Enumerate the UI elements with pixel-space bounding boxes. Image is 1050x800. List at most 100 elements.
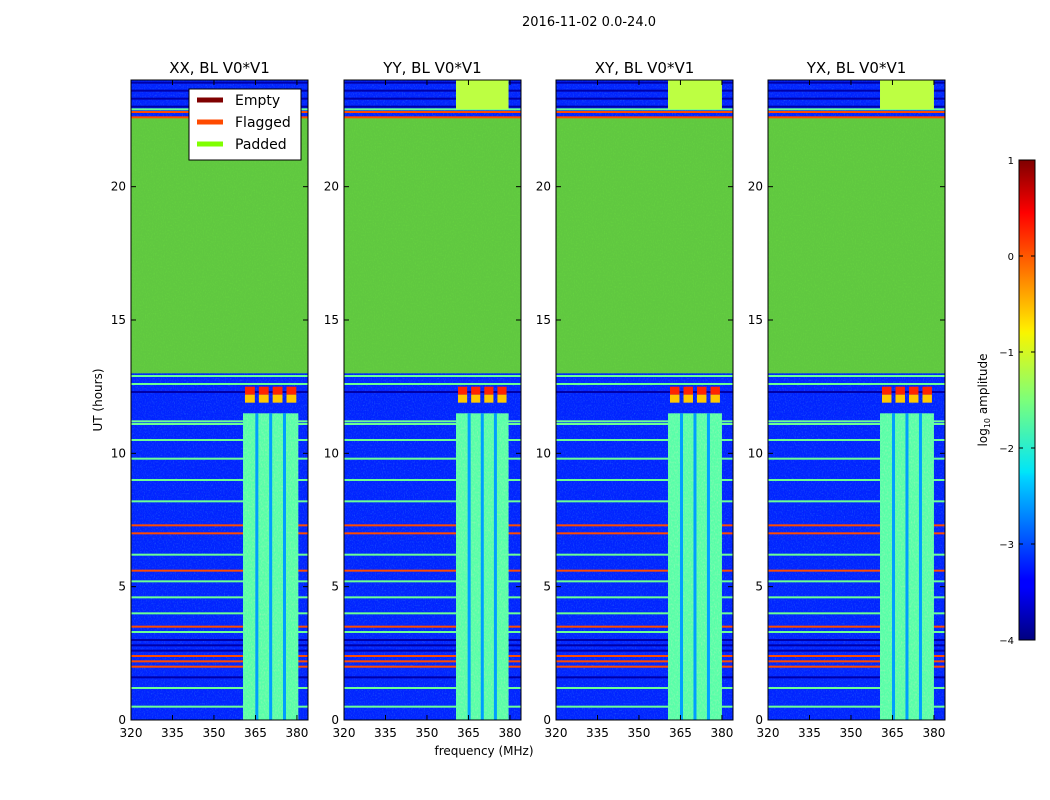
flagged-line bbox=[344, 665, 521, 668]
band-gap bbox=[255, 413, 259, 720]
y-tick-label: 15 bbox=[536, 313, 551, 327]
flagged-line bbox=[344, 116, 521, 119]
flagged-bright-cell bbox=[908, 386, 919, 395]
padded-line bbox=[768, 687, 945, 689]
band-top-segment bbox=[456, 80, 509, 110]
padded-line bbox=[131, 439, 308, 441]
band-gap bbox=[467, 413, 471, 720]
y-tick-label: 10 bbox=[111, 446, 126, 460]
flagged-line bbox=[556, 116, 733, 119]
padded-line bbox=[344, 687, 521, 689]
y-tick-label: 15 bbox=[748, 313, 763, 327]
padded-line bbox=[131, 705, 308, 708]
padded-line bbox=[344, 631, 521, 633]
flagged-line bbox=[768, 524, 945, 527]
y-tick-label: 10 bbox=[324, 446, 339, 460]
band-gap bbox=[282, 413, 286, 720]
colorbar: log10 amplitude 1 0 −1 −2 −3 −4 bbox=[976, 156, 1036, 647]
padded-line bbox=[344, 479, 521, 481]
dark-line bbox=[344, 105, 521, 108]
dark-line bbox=[344, 649, 521, 652]
panel-title: XY, BL V0*V1 bbox=[595, 59, 695, 77]
padded-line bbox=[556, 383, 733, 385]
y-tick-label: 5 bbox=[118, 580, 126, 594]
x-tick-label: 320 bbox=[757, 726, 780, 740]
padded-line bbox=[131, 580, 308, 583]
flagged-bright-cell bbox=[484, 394, 494, 403]
y-tick-label: 5 bbox=[331, 580, 339, 594]
y-tick-label: 20 bbox=[324, 180, 339, 194]
flagged-line bbox=[131, 524, 308, 527]
padded-line bbox=[768, 457, 945, 460]
dark-line bbox=[768, 105, 945, 108]
padded-line bbox=[344, 612, 521, 615]
x-tick-label: 365 bbox=[881, 726, 904, 740]
padded-line bbox=[556, 420, 733, 423]
y-tick-label: 20 bbox=[111, 180, 126, 194]
dark-line bbox=[556, 676, 733, 679]
flagged-line bbox=[131, 660, 308, 663]
x-tick-label: 380 bbox=[710, 726, 733, 740]
dark-line bbox=[768, 676, 945, 679]
flagged-bright-cell bbox=[286, 394, 297, 403]
band-gap bbox=[693, 413, 697, 720]
padded-line bbox=[768, 631, 945, 633]
y-tick-label: 20 bbox=[536, 180, 551, 194]
dark-line bbox=[768, 81, 945, 84]
flagged-bright-cell bbox=[683, 394, 693, 403]
padded-line bbox=[131, 596, 308, 599]
band-gap bbox=[493, 413, 497, 720]
legend-label-empty: Empty bbox=[235, 93, 280, 109]
padded-line bbox=[768, 580, 945, 583]
colorbar-tick-label: 1 bbox=[1008, 156, 1014, 167]
flagged-bright-cell bbox=[497, 386, 507, 395]
padded-line bbox=[768, 420, 945, 423]
flagged-bright-cell bbox=[882, 394, 892, 403]
padded-line bbox=[344, 375, 521, 377]
y-tick-label: 10 bbox=[536, 446, 551, 460]
flagged-line bbox=[344, 569, 521, 572]
padded-line bbox=[131, 383, 308, 385]
padded-line bbox=[556, 553, 733, 556]
band-top-segment bbox=[668, 80, 722, 110]
dark-line bbox=[344, 676, 521, 679]
legend-label-padded: Padded bbox=[235, 137, 287, 153]
panel-3: XY, BL V0*V1 320 335 350 365 380 0 5 10 15 20 bbox=[536, 59, 734, 740]
dark-line bbox=[556, 89, 733, 92]
x-tick-label: 350 bbox=[416, 726, 439, 740]
x-axis-label: frequency (MHz) bbox=[434, 744, 533, 758]
y-tick-label: 15 bbox=[111, 313, 126, 327]
dark-line bbox=[556, 644, 733, 647]
y-axis-label: UT (hours) bbox=[91, 368, 105, 431]
dark-line bbox=[768, 649, 945, 652]
dark-line bbox=[768, 644, 945, 647]
x-tick-label: 365 bbox=[669, 726, 692, 740]
band-top-segment bbox=[880, 80, 934, 110]
colorbar-tick-label: −4 bbox=[999, 636, 1014, 647]
flagged-bright-cell bbox=[922, 394, 932, 403]
dark-line bbox=[556, 639, 733, 641]
flagged-bright-cell bbox=[710, 394, 720, 403]
panel-4: YX, BL V0*V1 320 335 350 365 380 0 5 10 15 20 bbox=[748, 59, 946, 740]
y-tick-label: 20 bbox=[748, 180, 763, 194]
dark-line bbox=[131, 639, 308, 641]
dark-line bbox=[556, 105, 733, 108]
y-tick-label: 10 bbox=[748, 446, 763, 460]
dark-line bbox=[344, 639, 521, 641]
padded-line bbox=[556, 705, 733, 708]
padded-line bbox=[768, 612, 945, 615]
padded-line bbox=[556, 500, 733, 503]
panel-title: XX, BL V0*V1 bbox=[169, 59, 270, 77]
padded-line bbox=[344, 705, 521, 708]
band-gap bbox=[918, 413, 922, 720]
dark-line bbox=[556, 391, 733, 393]
dark-line bbox=[768, 391, 945, 393]
flagged-bright-cell bbox=[272, 386, 283, 395]
flagged-bright-cell bbox=[710, 386, 720, 395]
panel-title: YX, BL V0*V1 bbox=[806, 59, 907, 77]
padded-line bbox=[344, 383, 521, 385]
flagged-line bbox=[344, 111, 521, 113]
padded-line bbox=[131, 631, 308, 633]
padded-line bbox=[556, 439, 733, 441]
flagged-bright-cell bbox=[458, 394, 468, 403]
